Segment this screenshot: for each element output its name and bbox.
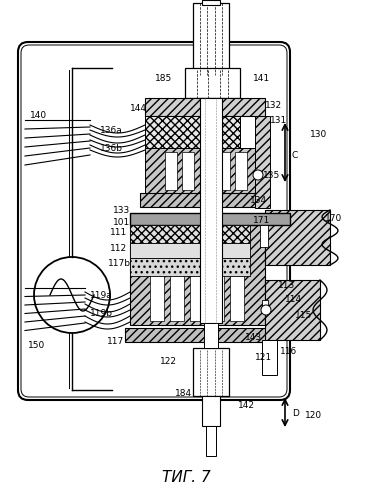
Bar [200, 98, 222, 323]
Text: 121: 121 [255, 353, 272, 362]
Bar [150, 229, 164, 321]
Circle shape [261, 305, 271, 315]
Text: 132: 132 [265, 100, 282, 109]
Text: 130: 130 [310, 130, 327, 139]
Text: 150: 150 [28, 340, 45, 349]
Text: 119a: 119a [90, 290, 113, 299]
Bar [145, 116, 240, 148]
Text: 122: 122 [160, 357, 177, 366]
Text: 117b: 117b [108, 258, 131, 267]
Text: 114: 114 [285, 295, 302, 304]
Text: 119b: 119b [90, 308, 113, 317]
Text: ΤИГ. 7: ΤИГ. 7 [162, 471, 210, 486]
Text: 143: 143 [245, 332, 262, 341]
Text: 141: 141 [253, 73, 270, 82]
Bar [265, 280, 320, 340]
Text: 136b: 136b [100, 144, 123, 153]
Bar [182, 152, 194, 190]
Bar [202, 0, 220, 5]
Circle shape [253, 170, 263, 180]
Text: 111: 111 [110, 228, 127, 237]
Bar [170, 229, 184, 321]
Text: 171: 171 [253, 216, 270, 225]
Bar [260, 225, 268, 247]
Text: 144: 144 [130, 103, 147, 112]
Text: 116: 116 [280, 347, 297, 356]
Text: 136a: 136a [100, 126, 123, 135]
Bar [206, 426, 216, 456]
Bar [190, 229, 204, 321]
Bar [262, 300, 268, 310]
Text: 117: 117 [107, 337, 124, 346]
Text: 133: 133 [113, 206, 130, 215]
Text: 112: 112 [110, 244, 127, 252]
Text: C: C [292, 151, 298, 160]
Bar [145, 98, 265, 116]
Text: 184: 184 [175, 389, 192, 398]
Bar [200, 152, 212, 190]
Text: 170: 170 [325, 214, 342, 223]
Text: 131: 131 [270, 115, 287, 124]
Bar [204, 323, 218, 348]
Bar [130, 225, 250, 243]
Text: 101: 101 [113, 218, 130, 227]
Text: 140: 140 [30, 110, 47, 119]
Text: 135: 135 [263, 171, 280, 180]
Text: 115: 115 [295, 310, 312, 319]
Text: 142: 142 [238, 402, 255, 411]
Bar [230, 229, 244, 321]
Bar [193, 348, 229, 396]
Bar [185, 68, 240, 98]
Bar [262, 340, 277, 375]
Bar [202, 396, 220, 426]
Bar [210, 229, 224, 321]
Text: 185: 185 [155, 73, 172, 82]
Bar [140, 193, 265, 207]
Bar [193, 3, 229, 75]
Bar [130, 213, 290, 225]
Text: 134: 134 [250, 196, 267, 205]
Bar [235, 152, 247, 190]
Text: 120: 120 [305, 411, 322, 420]
Bar [145, 116, 240, 148]
Bar [265, 210, 330, 265]
Bar [145, 148, 255, 193]
Bar [165, 152, 177, 190]
Text: D: D [292, 409, 299, 418]
Bar [125, 328, 270, 342]
Bar [255, 116, 270, 208]
Bar [130, 225, 265, 325]
Bar [130, 243, 250, 258]
Bar [130, 258, 250, 276]
Text: 113: 113 [278, 280, 295, 289]
Bar [218, 152, 230, 190]
